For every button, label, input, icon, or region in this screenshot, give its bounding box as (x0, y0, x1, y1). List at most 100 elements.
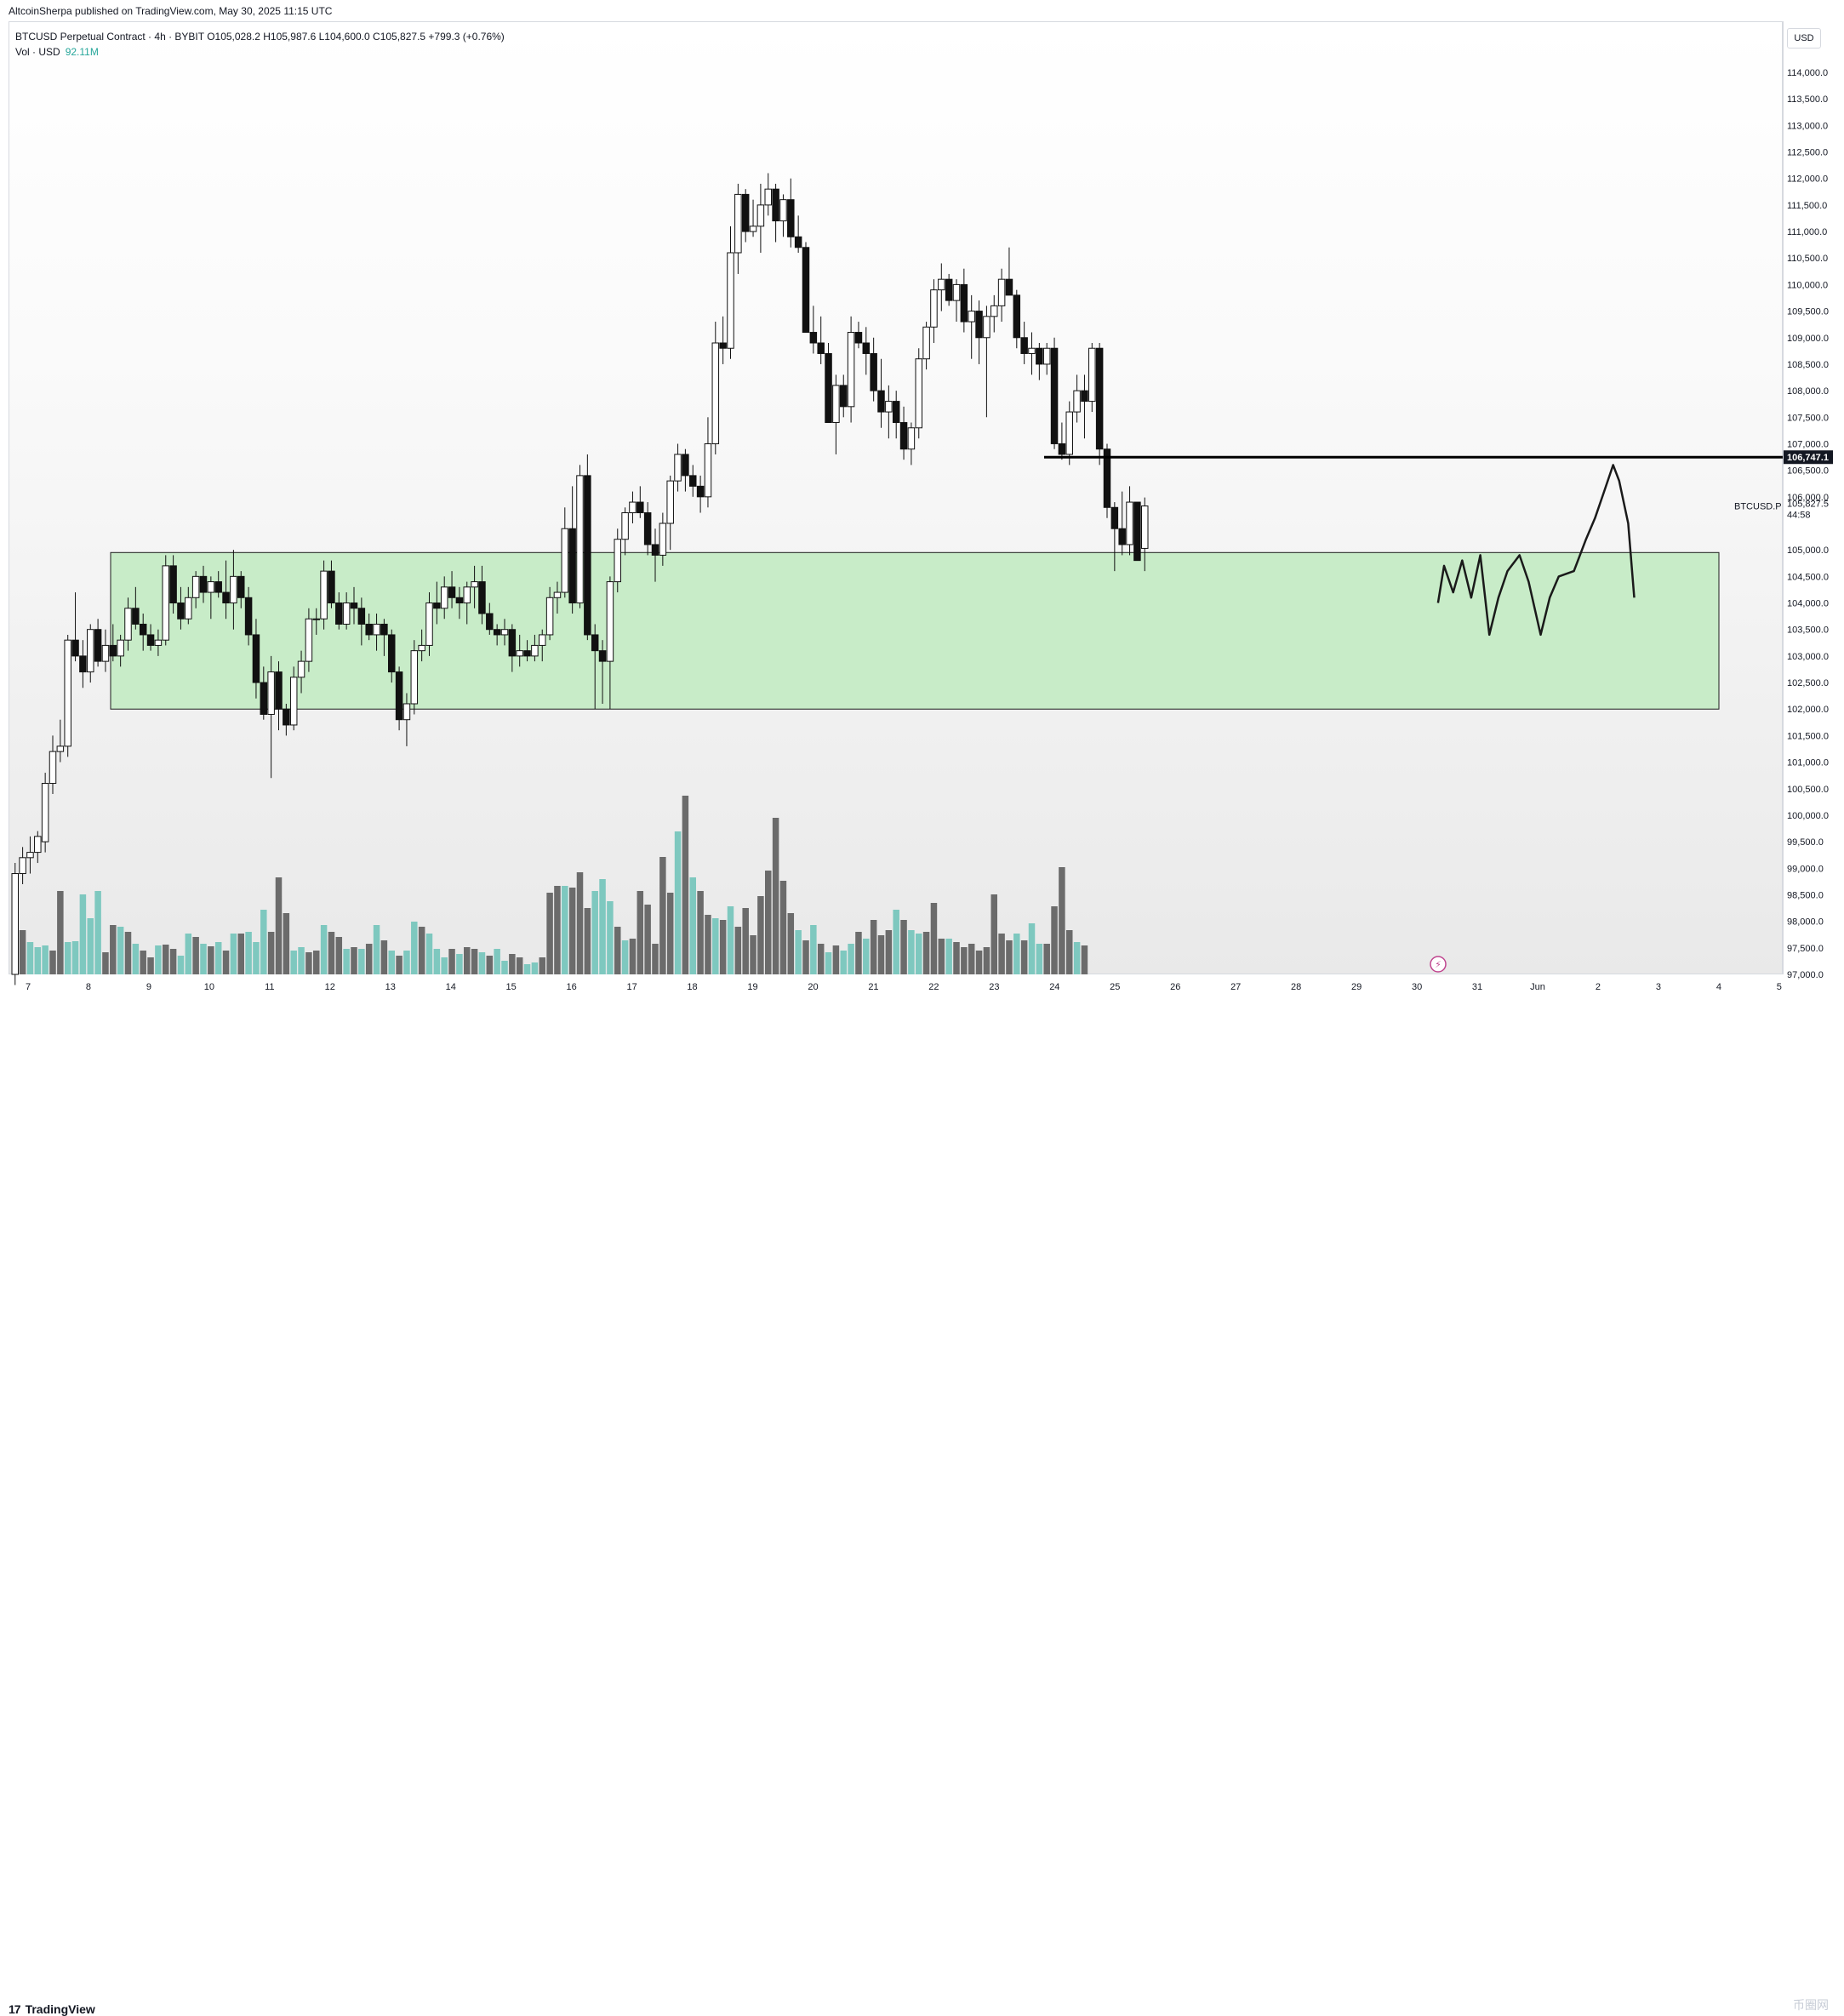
candle-body (675, 454, 682, 481)
volume-bar (1006, 940, 1013, 974)
candle-body (192, 576, 199, 597)
candle-body (1021, 338, 1028, 354)
candle-body (554, 592, 561, 597)
volume-bar (215, 942, 222, 974)
candle-body (434, 603, 440, 608)
volume-bar (305, 952, 312, 974)
x-tick-label: 5 (1777, 982, 1782, 992)
volume-bar (630, 939, 637, 974)
y-tick-label: 106,500.0 (1787, 466, 1829, 477)
volume-bar (260, 910, 267, 974)
candle-body (223, 592, 230, 603)
volume-bar (200, 944, 207, 974)
candle-body (170, 566, 177, 603)
candle-body (607, 582, 614, 662)
candle-body (403, 704, 410, 720)
candle-body (1111, 507, 1118, 528)
candle-body (908, 428, 915, 449)
candle-body (245, 597, 252, 635)
volume-bar (94, 891, 101, 974)
y-tick-label: 102,000.0 (1787, 705, 1829, 715)
volume-bar (366, 944, 373, 974)
y-tick-label: 99,500.0 (1787, 837, 1824, 848)
volume-bar (532, 962, 539, 974)
candle-body (773, 189, 779, 220)
x-tick-label: 25 (1110, 982, 1120, 992)
tradingview-mark-icon: 17 (9, 2002, 20, 2016)
candle-body (238, 576, 245, 597)
volume-bar (1074, 942, 1081, 974)
volume-bar (155, 945, 162, 974)
y-tick-label: 112,500.0 (1787, 148, 1828, 158)
y-tick-label: 112,000.0 (1787, 174, 1828, 185)
candle-body (705, 443, 711, 496)
candle-body (1036, 348, 1043, 364)
candle-body (358, 608, 365, 625)
candle-body (1006, 279, 1013, 295)
volume-bar (163, 945, 169, 974)
candle-body (117, 640, 124, 656)
footer: 17 TradingView 币圈网 (0, 996, 1844, 1030)
volume-bar (1043, 944, 1050, 974)
volume-bar (80, 894, 87, 974)
tradingview-logo[interactable]: 17 TradingView (9, 2002, 95, 2016)
candle-body (215, 582, 222, 592)
volume-bar (1021, 940, 1028, 974)
volume-bar (585, 908, 591, 974)
volume-bar (577, 872, 584, 974)
candle-body (140, 624, 146, 634)
candle-body (524, 651, 531, 656)
candle-body (757, 205, 764, 226)
candle-body (968, 311, 975, 322)
candle-body (253, 635, 260, 682)
candle-body (546, 597, 553, 635)
volume-bar (735, 927, 742, 974)
volume-bar (825, 952, 832, 974)
candle-body (652, 545, 659, 555)
candle-body (20, 858, 26, 874)
candle-body (276, 672, 283, 710)
candle-body (614, 540, 621, 582)
volume-bar (441, 957, 448, 974)
candle-body (532, 645, 539, 655)
candle-body (1082, 391, 1088, 401)
volume-bar (479, 952, 486, 974)
candle-body (945, 279, 952, 300)
candle-body (133, 608, 140, 625)
candle-body (735, 194, 742, 253)
volume-bar (464, 947, 471, 974)
volume-bar (795, 930, 802, 974)
x-tick-label: 31 (1472, 982, 1482, 992)
volume-bar (810, 925, 817, 974)
y-tick-label: 97,000.0 (1787, 970, 1824, 980)
candle-body (290, 677, 297, 725)
volume-bar (57, 891, 64, 974)
volume-bar (208, 946, 214, 974)
candle-body (27, 853, 34, 858)
volume-bar (998, 934, 1005, 974)
volume-bar (923, 932, 930, 974)
volume-bar (841, 951, 848, 974)
candle-body (260, 682, 267, 714)
candle-body (562, 528, 568, 592)
x-tick-label: 16 (567, 982, 577, 992)
volume-bar (1013, 934, 1020, 974)
y-tick-label: 100,000.0 (1787, 811, 1829, 821)
candle-body (1119, 528, 1126, 545)
volume-value: 92.11M (66, 46, 99, 58)
volume-bar (186, 934, 192, 974)
candle-body (863, 343, 870, 353)
volume-bar (712, 918, 719, 974)
y-tick-label: 108,000.0 (1787, 386, 1829, 397)
x-tick-label: 23 (989, 982, 999, 992)
candle-body (900, 423, 907, 449)
volume-bar (1082, 945, 1088, 974)
volume-bar (102, 952, 109, 974)
candle-body (939, 279, 945, 289)
candle-body (931, 290, 938, 328)
volume-bar (140, 951, 146, 974)
candle-body (630, 502, 637, 512)
candle-body (448, 587, 455, 597)
volume-bar (42, 945, 49, 974)
candle-body (1051, 348, 1058, 443)
